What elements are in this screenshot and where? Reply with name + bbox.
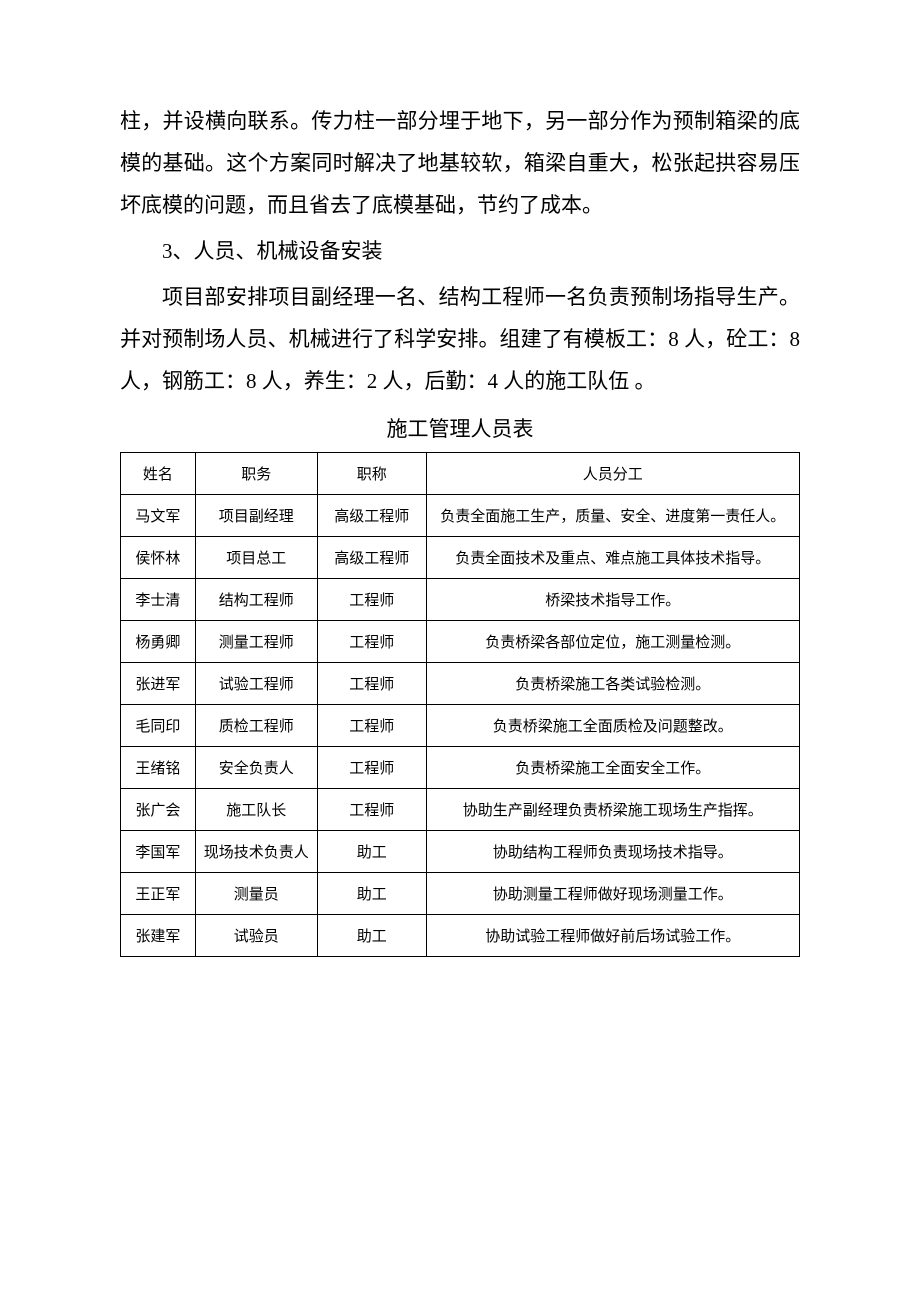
cell-title: 工程师	[317, 705, 426, 747]
cell-name: 李士清	[121, 579, 196, 621]
table-row: 毛同印质检工程师工程师负责桥梁施工全面质检及问题整改。	[121, 705, 800, 747]
cell-duty: 协助试验工程师做好前后场试验工作。	[426, 915, 799, 957]
table-header-row: 姓名 职务 职称 人员分工	[121, 453, 800, 495]
table-row: 杨勇卿测量工程师工程师负责桥梁各部位定位，施工测量检测。	[121, 621, 800, 663]
cell-title: 助工	[317, 873, 426, 915]
cell-name: 马文军	[121, 495, 196, 537]
cell-name: 李国军	[121, 831, 196, 873]
cell-duty: 负责桥梁施工全面质检及问题整改。	[426, 705, 799, 747]
cell-position: 施工队长	[195, 789, 317, 831]
cell-name: 王正军	[121, 873, 196, 915]
cell-duty: 负责桥梁各部位定位，施工测量检测。	[426, 621, 799, 663]
cell-title: 助工	[317, 831, 426, 873]
table-body: 马文军项目副经理高级工程师负责全面施工生产，质量、安全、进度第一责任人。侯怀林项…	[121, 495, 800, 957]
personnel-table: 姓名 职务 职称 人员分工 马文军项目副经理高级工程师负责全面施工生产，质量、安…	[120, 452, 800, 957]
cell-title: 工程师	[317, 621, 426, 663]
table-title: 施工管理人员表	[120, 408, 800, 450]
cell-name: 张建军	[121, 915, 196, 957]
cell-duty: 协助生产副经理负责桥梁施工现场生产指挥。	[426, 789, 799, 831]
cell-duty: 负责全面施工生产，质量、安全、进度第一责任人。	[426, 495, 799, 537]
table-row: 张广会施工队长工程师协助生产副经理负责桥梁施工现场生产指挥。	[121, 789, 800, 831]
table-row: 张进军试验工程师工程师负责桥梁施工各类试验检测。	[121, 663, 800, 705]
cell-name: 王绪铭	[121, 747, 196, 789]
cell-position: 项目副经理	[195, 495, 317, 537]
cell-position: 质检工程师	[195, 705, 317, 747]
cell-title: 工程师	[317, 663, 426, 705]
table-row: 王正军测量员助工协助测量工程师做好现场测量工作。	[121, 873, 800, 915]
body-paragraph-1: 柱，并设横向联系。传力柱一部分埋于地下，另一部分作为预制箱梁的底模的基础。这个方…	[120, 100, 800, 226]
cell-name: 毛同印	[121, 705, 196, 747]
cell-title: 高级工程师	[317, 537, 426, 579]
cell-name: 杨勇卿	[121, 621, 196, 663]
cell-position: 项目总工	[195, 537, 317, 579]
cell-title: 工程师	[317, 747, 426, 789]
cell-duty: 负责桥梁施工各类试验检测。	[426, 663, 799, 705]
cell-position: 试验工程师	[195, 663, 317, 705]
cell-position: 结构工程师	[195, 579, 317, 621]
cell-name: 张广会	[121, 789, 196, 831]
cell-duty: 负责桥梁施工全面安全工作。	[426, 747, 799, 789]
cell-position: 安全负责人	[195, 747, 317, 789]
cell-position: 试验员	[195, 915, 317, 957]
cell-title: 工程师	[317, 579, 426, 621]
table-row: 李士清结构工程师工程师桥梁技术指导工作。	[121, 579, 800, 621]
col-header-duty: 人员分工	[426, 453, 799, 495]
table-row: 侯怀林项目总工高级工程师负责全面技术及重点、难点施工具体技术指导。	[121, 537, 800, 579]
cell-title: 助工	[317, 915, 426, 957]
cell-title: 工程师	[317, 789, 426, 831]
col-header-title: 职称	[317, 453, 426, 495]
cell-title: 高级工程师	[317, 495, 426, 537]
table-row: 张建军试验员助工协助试验工程师做好前后场试验工作。	[121, 915, 800, 957]
col-header-name: 姓名	[121, 453, 196, 495]
cell-duty: 协助测量工程师做好现场测量工作。	[426, 873, 799, 915]
table-row: 李国军现场技术负责人助工协助结构工程师负责现场技术指导。	[121, 831, 800, 873]
body-paragraph-2: 项目部安排项目副经理一名、结构工程师一名负责预制场指导生产。并对预制场人员、机械…	[120, 276, 800, 402]
section-heading: 3、人员、机械设备安装	[120, 230, 800, 272]
col-header-position: 职务	[195, 453, 317, 495]
cell-position: 现场技术负责人	[195, 831, 317, 873]
table-row: 王绪铭安全负责人工程师负责桥梁施工全面安全工作。	[121, 747, 800, 789]
cell-position: 测量员	[195, 873, 317, 915]
cell-duty: 负责全面技术及重点、难点施工具体技术指导。	[426, 537, 799, 579]
cell-duty: 协助结构工程师负责现场技术指导。	[426, 831, 799, 873]
cell-position: 测量工程师	[195, 621, 317, 663]
cell-duty: 桥梁技术指导工作。	[426, 579, 799, 621]
table-row: 马文军项目副经理高级工程师负责全面施工生产，质量、安全、进度第一责任人。	[121, 495, 800, 537]
cell-name: 张进军	[121, 663, 196, 705]
cell-name: 侯怀林	[121, 537, 196, 579]
